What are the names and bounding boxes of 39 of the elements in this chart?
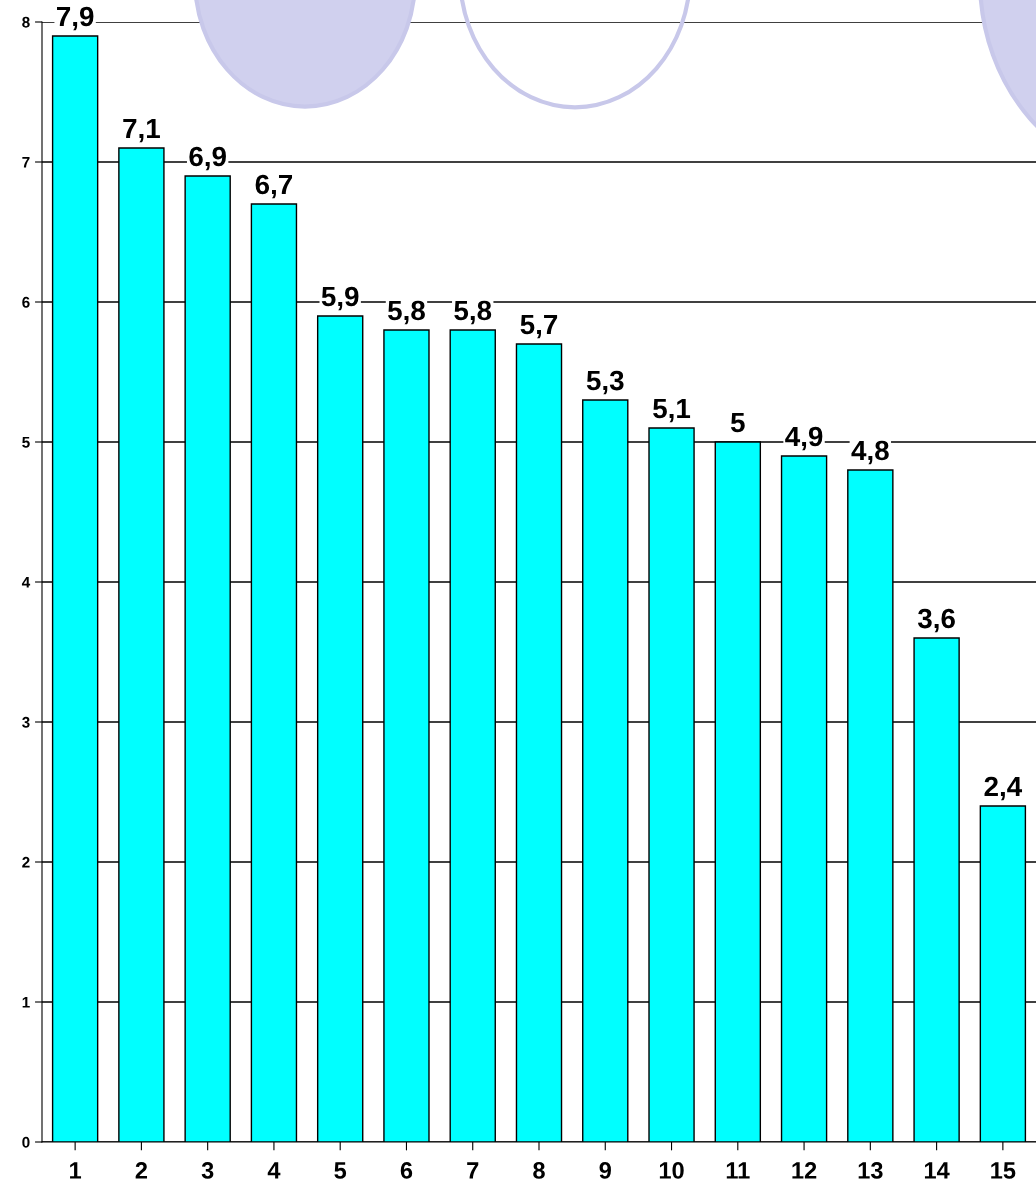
y-tick-label: 7 (22, 157, 30, 168)
data-label: 4,9 (785, 426, 823, 451)
y-tick-label: 4 (21, 577, 31, 588)
x-tick-label: 15 (991, 1162, 1016, 1179)
x-tick-label: 5 (334, 1162, 347, 1179)
y-tick-label: 3 (22, 716, 30, 728)
data-label: 5,8 (388, 300, 425, 325)
y-tick-label: 8 (22, 16, 30, 28)
data-label: 4,8 (851, 440, 889, 465)
data-label: 7,1 (123, 118, 160, 143)
x-tick-label: 6 (400, 1162, 413, 1179)
data-label: 7,9 (57, 6, 94, 31)
data-label: 5,9 (321, 286, 359, 311)
data-label: 5 (730, 412, 745, 433)
data-label: 6,7 (255, 174, 293, 199)
x-tick-label: 12 (792, 1162, 817, 1179)
y-tick-label: 2 (22, 856, 30, 868)
data-label: 3,6 (917, 608, 955, 633)
y-tick-label: 0 (22, 1136, 30, 1148)
x-tick-label: 14 (924, 1162, 950, 1179)
data-label: 5,8 (454, 300, 492, 325)
data-label: 5,1 (653, 398, 691, 423)
x-tick-label: 3 (201, 1162, 214, 1179)
x-tick-label: 7 (467, 1162, 479, 1179)
y-tick-label: 6 (22, 296, 30, 308)
data-label: 5,3 (586, 370, 624, 395)
x-tick-label: 8 (533, 1162, 545, 1179)
x-tick-label: 1 (70, 1162, 82, 1179)
x-tick-label: 11 (726, 1162, 750, 1179)
data-label: 6,9 (189, 146, 226, 171)
x-tick-label: 2 (135, 1162, 148, 1179)
y-tick-label: 5 (22, 437, 30, 448)
y-tick-label: 1 (22, 997, 30, 1008)
x-tick-label: 4 (267, 1162, 281, 1179)
x-tick-label: 13 (858, 1162, 883, 1179)
x-tick-label: 10 (659, 1162, 684, 1179)
x-tick-label: 9 (599, 1162, 611, 1179)
data-label: 2,4 (984, 776, 1023, 801)
data-label: 5,7 (520, 314, 558, 339)
